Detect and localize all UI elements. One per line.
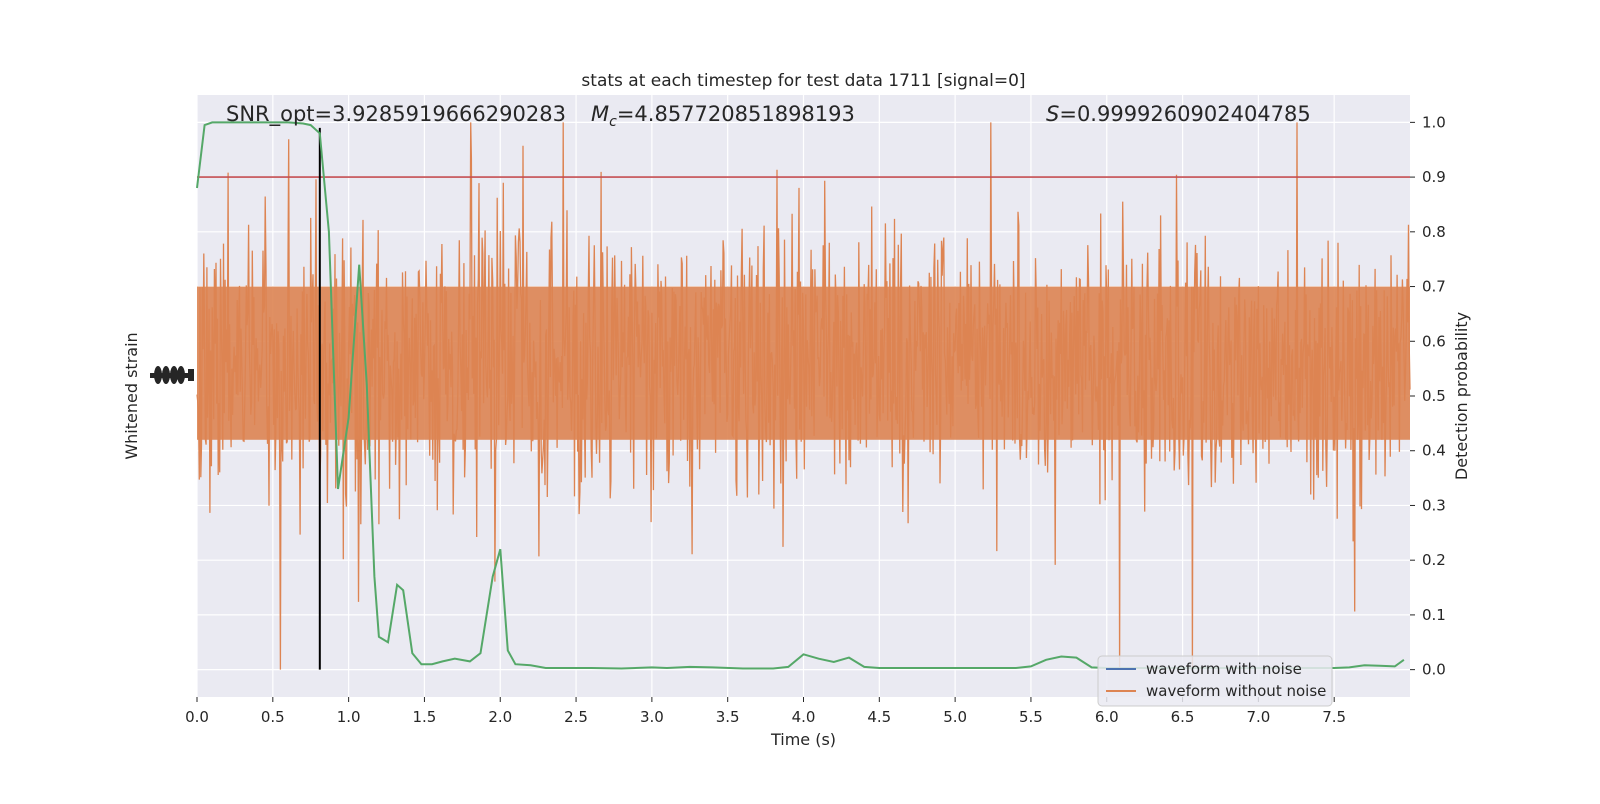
annotation-s-value: =0.9999260902404785 (1059, 102, 1310, 126)
x-tick-label: 4.5 (867, 708, 891, 726)
x-tick-label: 1.0 (337, 708, 361, 726)
x-tick-label: 6.5 (1171, 708, 1195, 726)
y-tick-label-right: 0.7 (1422, 278, 1446, 296)
left-tick-block (188, 369, 194, 381)
left-tick-blob (177, 366, 185, 384)
y-tick-label-right: 1.0 (1422, 113, 1446, 131)
annotation-s-prefix: S (1046, 102, 1059, 126)
y-tick-label-right: 0.3 (1422, 496, 1446, 514)
left-tick-blob (170, 366, 178, 384)
annotation-mc-value: =4.857720851898193 (617, 102, 855, 126)
x-tick-label: 5.5 (1019, 708, 1043, 726)
left-axis-overlapping-ticks (150, 366, 194, 384)
y-tick-label-right: 0.5 (1422, 387, 1446, 405)
left-tick-blob (154, 366, 162, 384)
x-tick-label: 5.0 (943, 708, 967, 726)
y-tick-label-right: 0.9 (1422, 168, 1446, 186)
x-tick-label: 7.5 (1322, 708, 1346, 726)
annotation-mc: Mc=4.857720851898193 (591, 102, 855, 130)
y-tick-label-right: 0.8 (1422, 223, 1446, 241)
annotation-snr: SNR_opt=3.9285919666290283 (226, 102, 566, 127)
strain-core-band (197, 287, 1410, 440)
annotation-mc-prefix: M (591, 102, 609, 126)
y-tick-label-right: 0.1 (1422, 606, 1446, 624)
x-tick-label: 3.5 (716, 708, 740, 726)
y-tick-label-right: 0.6 (1422, 332, 1446, 350)
legend: waveform with noise waveform without noi… (1098, 656, 1332, 706)
x-tick-label: 1.5 (413, 708, 437, 726)
annotation-s: S=0.9999260902404785 (1046, 102, 1311, 126)
x-tick-label: 0.0 (185, 708, 209, 726)
x-axis-label: Time (s) (770, 730, 836, 749)
chart-title: stats at each timestep for test data 171… (581, 71, 1025, 91)
left-tick-blob (162, 366, 170, 384)
y-axis-label-right: Detection probability (1452, 312, 1471, 480)
y-axis-label-left: Whitened strain (122, 332, 141, 459)
x-tick-label: 2.0 (488, 708, 512, 726)
y-tick-label-right: 0.2 (1422, 551, 1446, 569)
legend-label-no-noise: waveform without noise (1146, 682, 1326, 700)
legend-label-noise: waveform with noise (1146, 660, 1302, 678)
x-tick-label: 7.0 (1246, 708, 1270, 726)
x-tick-label: 3.0 (640, 708, 664, 726)
x-tick-label: 2.5 (564, 708, 588, 726)
x-tick-label: 6.0 (1095, 708, 1119, 726)
x-tick-label: 4.0 (792, 708, 816, 726)
y-tick-label-right: 0.4 (1422, 442, 1446, 460)
y-tick-label-right: 0.0 (1422, 661, 1446, 679)
x-tick-label: 0.5 (261, 708, 285, 726)
